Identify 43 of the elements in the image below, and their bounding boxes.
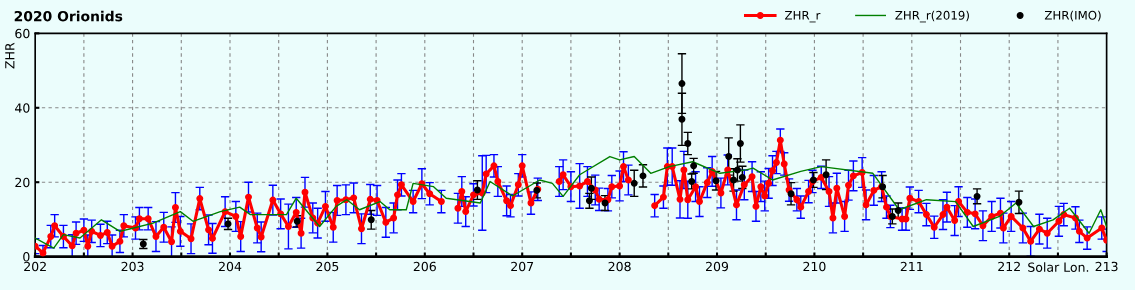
x-tick-label: 212 [998, 261, 1020, 272]
point [725, 153, 733, 161]
x-tick-label: 207 [511, 261, 534, 272]
point [787, 190, 795, 198]
point [894, 207, 902, 214]
legend-label: ZHR(IMO) [1044, 10, 1101, 22]
legend-label: ZHR_r [785, 10, 821, 23]
x-tick-label: 209 [706, 261, 729, 272]
y-tick-label: 60 [15, 28, 30, 39]
y-tick-label: 20 [15, 177, 30, 188]
point [678, 80, 686, 88]
chart-title: 2020 Orionids [14, 10, 123, 22]
x-tick-label: 210 [803, 261, 826, 272]
point [639, 172, 647, 180]
point [738, 173, 746, 181]
point [690, 162, 698, 170]
y-axis-title: ZHR [5, 42, 15, 69]
point [473, 186, 481, 194]
point [585, 197, 593, 205]
y-tick-label: 40 [15, 103, 30, 113]
x-axis-title: Solar Lon. [1028, 262, 1089, 272]
y-tick-label: 0 [23, 252, 30, 262]
point [733, 166, 741, 174]
x-tick-label: 213 [1095, 261, 1118, 272]
point [730, 176, 738, 184]
point [1015, 198, 1023, 206]
x-tick-label: 204 [218, 261, 242, 272]
point [684, 140, 692, 147]
legend-label: ZHR_r(2019) [895, 10, 969, 23]
point [587, 184, 595, 192]
point [678, 115, 686, 123]
point [712, 177, 720, 185]
point [688, 177, 696, 185]
x-tick-label: 206 [413, 261, 436, 272]
point [630, 179, 638, 187]
point [822, 171, 830, 179]
x-tick-label: 205 [316, 261, 339, 272]
line-series [35, 155, 1107, 249]
x-tick-label: 211 [900, 261, 923, 272]
x-tick-label: 208 [608, 261, 631, 272]
point [736, 140, 744, 147]
x-tick-label: 202 [24, 261, 46, 272]
x-tick-label: 203 [121, 261, 144, 272]
